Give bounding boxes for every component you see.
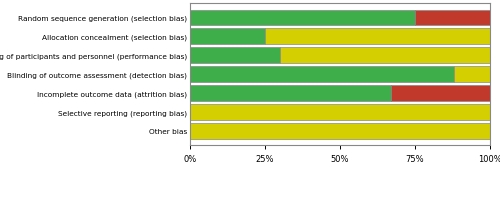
Bar xyxy=(190,29,265,45)
Bar xyxy=(265,29,490,45)
Bar xyxy=(190,86,391,101)
Bar xyxy=(190,124,490,139)
Bar xyxy=(454,67,490,82)
Bar xyxy=(190,11,415,26)
Bar xyxy=(415,11,490,26)
Bar xyxy=(190,105,490,120)
Bar xyxy=(280,48,490,64)
Bar xyxy=(391,86,490,101)
Bar xyxy=(190,67,454,82)
Bar xyxy=(190,48,280,64)
